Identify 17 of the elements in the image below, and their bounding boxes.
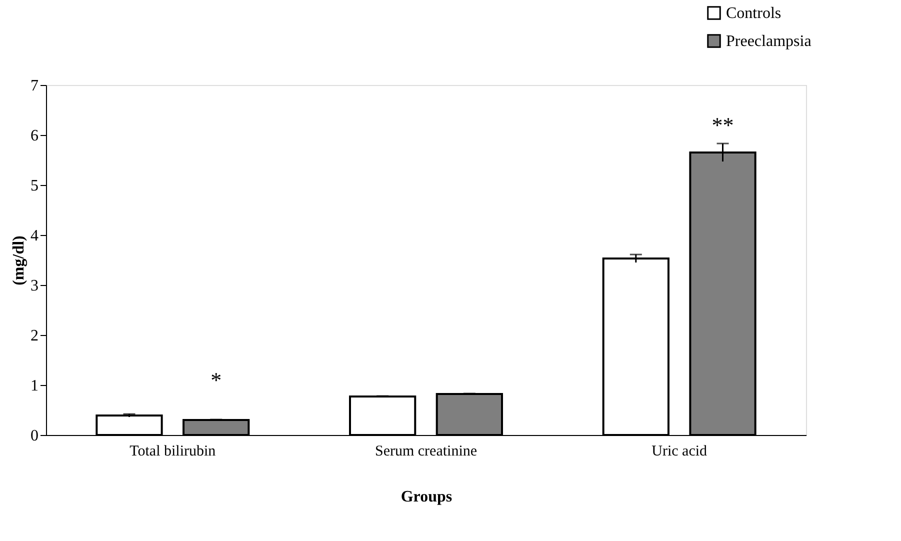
y-tick-label: 0 (30, 428, 38, 444)
y-axis-title: (mg/dl) (10, 236, 28, 286)
y-tick-label: 7 (30, 78, 38, 94)
y-tick-label: 5 (30, 178, 38, 194)
y-tick-label: 1 (30, 378, 38, 394)
x-tick-label: Total bilirubin (130, 444, 216, 460)
x-tick-label: Serum creatinine (374, 444, 478, 460)
annotation: * (210, 368, 222, 392)
y-tick-label: 4 (30, 228, 38, 244)
x-axis-title: Groups (400, 488, 452, 506)
x-tick-label: Uric acid (652, 444, 708, 460)
legend-label: Preeclampsia (726, 33, 812, 50)
y-tick-label: 3 (30, 278, 38, 294)
legend-label: Controls (726, 5, 782, 22)
y-tick-label: 2 (30, 328, 38, 344)
annotation: ** (712, 112, 734, 138)
y-tick-label: 6 (30, 128, 38, 144)
